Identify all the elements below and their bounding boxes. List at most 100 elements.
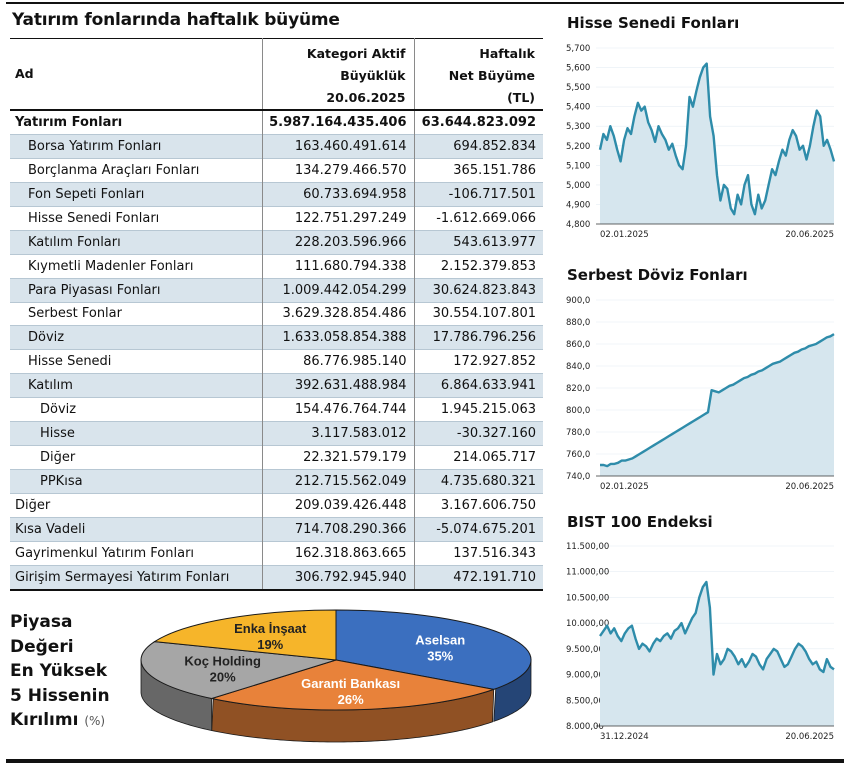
series-line — [598, 62, 836, 216]
line-chart-bist100: 8.000,00 8.500,00 9.000,00 9.500,00 10.000,0… — [566, 542, 835, 742]
fund-growth-cell: 2.152.379.853 — [414, 253, 543, 279]
header-size: Kategori Aktif Büyüklük 20.06.2025 — [262, 38, 415, 111]
line-chart-hisse-senedi: 4,800 4,900 5,000 5,100 5,200 5,300 5,400 5,500… — [566, 44, 836, 240]
fund-name-cell: Döviz — [10, 397, 263, 422]
y-tick-label: 4,800 — [566, 220, 590, 230]
y-tick-label: 5,400 — [566, 103, 590, 113]
fund-name-cell: Borçlanma Araçları Fonları — [10, 157, 263, 183]
pie-title-line-1: Piyasa — [10, 612, 73, 632]
pie-title-line-2: Değeri — [10, 636, 74, 657]
fund-name-cell: Serbest Fonlar — [10, 301, 263, 326]
table-row: Döviz 154.476.764.744 1.945.215.063 — [10, 397, 543, 422]
pie-slice-garanti-bankas- — [209, 659, 496, 711]
table-row: Diğer 209.039.426.448 3.167.606.750 — [10, 493, 543, 518]
pie-title: Piyasa Değeri En Yüksek 5 Hissenin Kırıl… — [10, 610, 110, 734]
fund-size-cell: 306.792.945.940 — [262, 564, 415, 591]
fund-size-cell: 3.629.328.854.486 — [262, 301, 415, 326]
fund-growth-cell: 694.852.834 — [414, 133, 543, 159]
fund-growth-cell: 6.864.633.941 — [414, 373, 543, 398]
fund-growth-cell: -106.717.501 — [414, 181, 543, 207]
fund-name-cell: Hisse — [10, 421, 263, 446]
fund-name-cell: Diğer — [10, 445, 263, 470]
table-row: Kıymetli Madenler Fonları 111.680.794.338… — [10, 253, 543, 279]
series-line — [600, 333, 835, 468]
table-row: Serbest Fonlar 3.629.328.854.486 30.554.10… — [10, 301, 543, 326]
y-tick-label: 900,0 — [566, 296, 590, 306]
fund-growth-cell: 137.516.343 — [414, 540, 543, 566]
pie-title-line-3: En Yüksek — [10, 661, 108, 681]
top-rule — [6, 2, 844, 4]
y-tick-label: 11.500,00 — [566, 542, 609, 552]
line-chart-serbest-doviz: 740,0 760,0 780,0 800,0 820,0 840,0 860,0 880,0… — [566, 296, 835, 492]
pie-label: Koç Holding — [184, 653, 261, 668]
y-tick-label: 760,0 — [566, 450, 590, 460]
pie-title-line-5: Kırılımı (%) — [10, 710, 106, 730]
chart-title-hisse: Hisse Senedi Fonları — [567, 14, 740, 32]
x-tick-label-start: 02.01.2025 — [600, 482, 649, 492]
table-row: Para Piyasası Fonları 1.009.442.054.299 30… — [10, 277, 543, 302]
pie-value-label: 20% — [210, 669, 236, 684]
fund-growth-cell: 63.644.823.092 — [421, 114, 536, 130]
y-tick-label: 740,0 — [566, 472, 590, 482]
table-row: Borçlanma Araçları Fonları 134.279.466.57… — [10, 157, 543, 183]
fund-name-cell: Kıymetli Madenler Fonları — [10, 253, 263, 279]
bottom-rule — [6, 759, 844, 763]
y-tick-label: 10.500,00 — [566, 593, 609, 603]
y-tick-label: 860,0 — [566, 340, 590, 350]
fund-growth-cell: 30.624.823.843 — [414, 277, 543, 302]
fund-name-cell: Hisse Senedi Fonları — [10, 205, 263, 231]
fund-name-cell: Borsa Yatırım Fonları — [10, 133, 263, 159]
table-row: Döviz 1.633.058.854.388 17.786.796.256 — [10, 325, 543, 350]
fund-name-cell: Diğer — [10, 493, 263, 518]
fund-name-cell: Gayrimenkul Yatırım Fonları — [10, 540, 263, 566]
pie-slice-ko-holding — [140, 641, 337, 700]
pie-label: Garanti Bankası — [301, 676, 400, 691]
table-row: Hisse 3.117.583.012 -30.327.160 — [10, 421, 543, 446]
fund-name-cell: Döviz — [10, 325, 263, 350]
table-row: Diğer 22.321.579.179 214.065.717 — [10, 445, 543, 470]
fund-growth-cell: -1.612.669.066 — [414, 205, 543, 231]
fund-size-cell: 714.708.290.366 — [262, 516, 415, 542]
fund-name-cell: Katılım Fonları — [10, 229, 263, 255]
table-header-row: Ad Kategori Aktif Büyüklük 20.06.2025 Ha… — [10, 38, 543, 111]
y-tick-label: 10.000,00 — [566, 619, 609, 629]
table-row: Borsa Yatırım Fonları 163.460.491.614 694.… — [10, 133, 543, 159]
fund-growth-cell: 172.927.852 — [414, 349, 543, 374]
fund-growth-cell: 472.191.710 — [414, 564, 543, 591]
chart-title-serbest-doviz: Serbest Döviz Fonları — [567, 266, 748, 284]
y-tick-label: 5,000 — [566, 181, 590, 191]
area-fill — [600, 334, 834, 476]
area-fill — [600, 63, 834, 224]
header-growth-line-1: Haftalık — [479, 46, 535, 61]
fund-growth-cell: -5.074.675.201 — [414, 516, 543, 542]
y-tick-label: 5,200 — [566, 142, 590, 152]
fund-growth-cell: 17.786.796.256 — [414, 325, 543, 350]
pie-value-label: 26% — [338, 692, 364, 707]
fund-size-cell: 163.460.491.614 — [262, 133, 415, 159]
header-name: Ad — [10, 38, 263, 111]
fund-size-cell: 134.279.466.570 — [262, 157, 415, 183]
table-body: Yatırım Fonları 5.987.164.435.406 63.644.8… — [10, 110, 543, 591]
pie-label: Enka İnşaat — [234, 621, 307, 636]
fund-size-cell: 228.203.596.966 — [262, 229, 415, 255]
y-tick-label: 4,900 — [566, 200, 590, 210]
fund-growth-cell: 543.613.977 — [414, 229, 543, 255]
table-row: Yatırım Fonları 5.987.164.435.406 63.644.8… — [10, 110, 543, 135]
fund-name-cell: Kısa Vadeli — [10, 516, 263, 542]
fund-growth-cell: -30.327.160 — [414, 421, 543, 446]
y-tick-label: 8.500,00 — [566, 696, 604, 706]
x-tick-label-end: 20.06.2025 — [785, 230, 834, 240]
y-tick-label: 5,100 — [566, 161, 590, 171]
fund-size-cell: 212.715.562.049 — [262, 469, 415, 494]
fund-size-cell: 162.318.863.665 — [262, 540, 415, 566]
fund-name-cell: Yatırım Fonları — [10, 110, 263, 135]
fund-size-cell: 111.680.794.338 — [262, 253, 415, 279]
header-size-line-2: Büyüklük — [340, 68, 406, 83]
y-tick-label: 9.500,00 — [566, 645, 604, 655]
pie-slice-enka-i-n-aat — [153, 609, 337, 661]
y-tick-label: 11.000,00 — [566, 568, 609, 578]
fund-growth-table: Ad Kategori Aktif Büyüklük 20.06.2025 Ha… — [10, 38, 543, 591]
table-row: Girişim Sermayesi Yatırım Fonları 306.792… — [10, 564, 543, 591]
y-tick-label: 800,0 — [566, 406, 590, 416]
header-growth: Haftalık Net Büyüme (TL) — [414, 38, 543, 111]
